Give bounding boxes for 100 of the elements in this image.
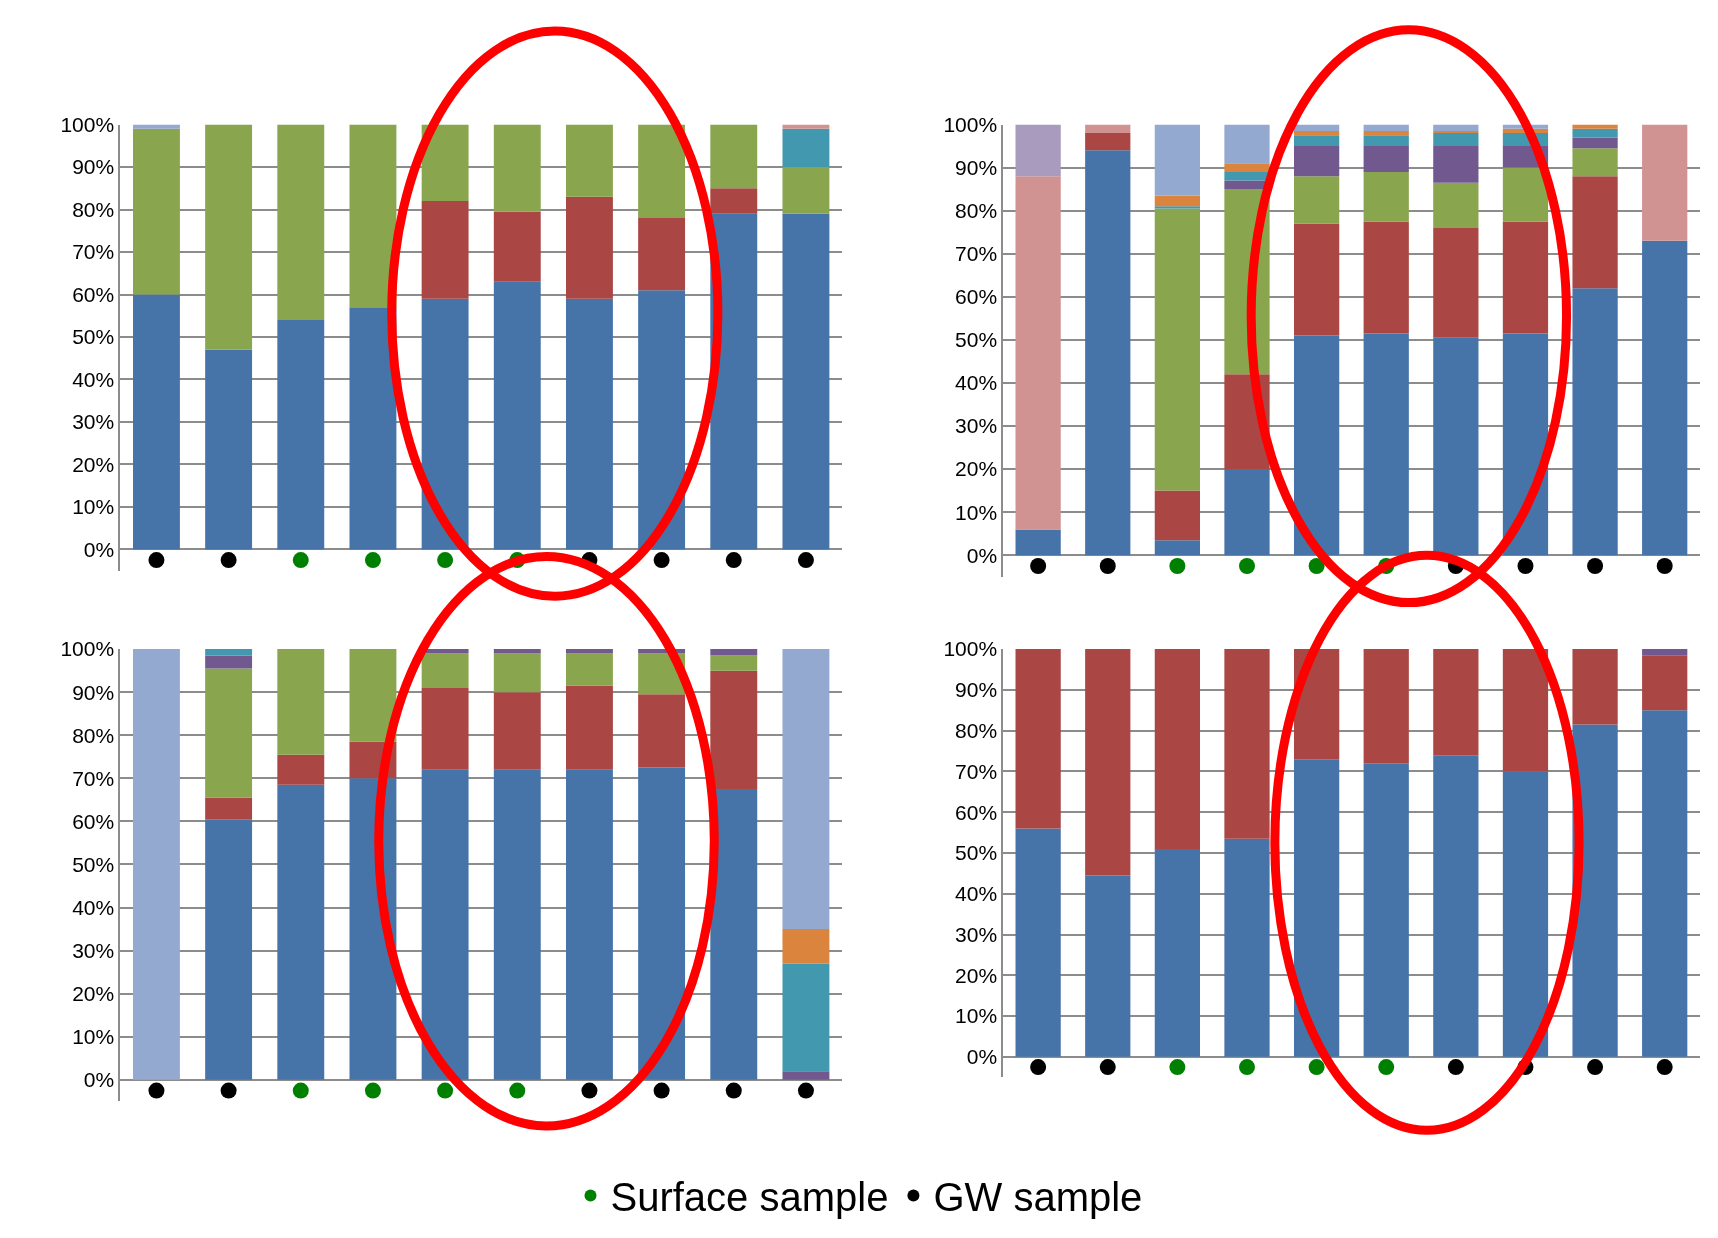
y-tick-label: 50% — [72, 325, 115, 349]
y-tick-label: 0% — [966, 1045, 998, 1069]
y-tick-label: 30% — [72, 410, 115, 434]
bar — [1502, 167, 1549, 222]
y-tick-label: 30% — [955, 922, 998, 946]
bar — [1154, 195, 1200, 207]
bar — [565, 196, 613, 299]
y-tick-label: 60% — [955, 800, 998, 824]
bar — [565, 769, 613, 1080]
bar — [782, 167, 830, 214]
bar — [421, 201, 469, 299]
bar — [1363, 221, 1409, 334]
bar — [638, 290, 686, 550]
bar — [710, 124, 758, 189]
bar — [1363, 135, 1409, 147]
y-tick-label: 20% — [72, 982, 115, 1006]
bar — [277, 124, 325, 320]
bar — [710, 213, 758, 550]
bar — [349, 124, 397, 308]
y-tick-label: 70% — [955, 242, 998, 266]
bar — [1085, 649, 1131, 876]
y-tick-label: 100% — [60, 637, 115, 661]
y-tick-label: 0% — [83, 1068, 115, 1092]
bar — [205, 668, 253, 798]
y-tick-label: 100% — [60, 112, 115, 136]
y-tick-label: 40% — [72, 367, 115, 391]
y-tick-label: 70% — [955, 759, 998, 783]
y-tick-label: 30% — [955, 414, 998, 438]
bar — [1572, 137, 1618, 149]
bar — [1085, 124, 1131, 134]
bar — [1642, 124, 1688, 241]
y-tick-label: 90% — [955, 155, 998, 179]
bar — [1224, 171, 1270, 181]
y-tick-label: 10% — [955, 1004, 998, 1028]
bar — [1085, 875, 1131, 1057]
y-tick-label: 10% — [72, 1025, 115, 1049]
y-tick-label: 80% — [72, 197, 115, 221]
bar — [421, 298, 469, 550]
bar — [1433, 124, 1479, 131]
bar — [133, 649, 180, 1080]
y-tick-label: 50% — [955, 841, 998, 865]
y-tick-label: 80% — [955, 199, 998, 222]
y-tick-label: 90% — [72, 680, 115, 704]
y-tick-label: 90% — [72, 155, 115, 179]
bar — [349, 307, 397, 550]
bar — [710, 649, 758, 656]
bar — [1363, 649, 1409, 764]
bar — [710, 789, 758, 1080]
bar — [205, 649, 253, 656]
bar — [1642, 655, 1688, 711]
bar — [1433, 130, 1479, 134]
bar — [1572, 176, 1618, 289]
bar — [1154, 206, 1200, 209]
bar — [1502, 221, 1549, 334]
bar — [1224, 838, 1270, 1057]
bar — [710, 670, 758, 790]
bar — [1154, 848, 1200, 1057]
bar — [1293, 335, 1340, 556]
bar — [565, 685, 613, 770]
bar — [1085, 150, 1131, 556]
bar — [1015, 529, 1061, 556]
y-tick-label: 80% — [955, 719, 998, 743]
bar — [1572, 124, 1618, 129]
bar — [493, 281, 541, 550]
bar — [1433, 133, 1479, 147]
bar — [1015, 828, 1061, 1057]
bar — [565, 298, 613, 550]
bar — [421, 687, 469, 770]
bar — [710, 655, 758, 671]
bar — [1224, 469, 1270, 556]
bar — [1154, 540, 1200, 556]
bar — [1642, 240, 1688, 556]
bar — [493, 124, 541, 212]
bar — [782, 1071, 830, 1080]
y-tick-label: 70% — [72, 240, 115, 264]
bar — [1015, 176, 1061, 530]
y-tick-label: 60% — [72, 282, 115, 306]
bar — [1572, 148, 1618, 177]
bar — [1433, 182, 1479, 228]
bar — [1293, 759, 1340, 1057]
y-tick-label: 90% — [955, 678, 998, 702]
y-tick-label: 50% — [955, 328, 998, 352]
y-tick-label: 60% — [955, 285, 998, 309]
bar — [205, 797, 253, 820]
bar — [1085, 133, 1131, 151]
bar — [1363, 124, 1409, 131]
bar — [1502, 771, 1549, 1057]
bar — [1572, 724, 1618, 1057]
bar — [1572, 128, 1618, 138]
bar — [277, 784, 325, 1080]
y-tick-label: 0% — [966, 543, 998, 567]
bar — [1363, 171, 1409, 222]
bar — [493, 211, 541, 282]
bar — [1363, 763, 1409, 1057]
bar — [493, 692, 541, 770]
bar — [133, 124, 180, 129]
bar — [1224, 124, 1270, 164]
bar — [1363, 130, 1409, 136]
bar — [277, 649, 325, 755]
bar — [421, 769, 469, 1080]
